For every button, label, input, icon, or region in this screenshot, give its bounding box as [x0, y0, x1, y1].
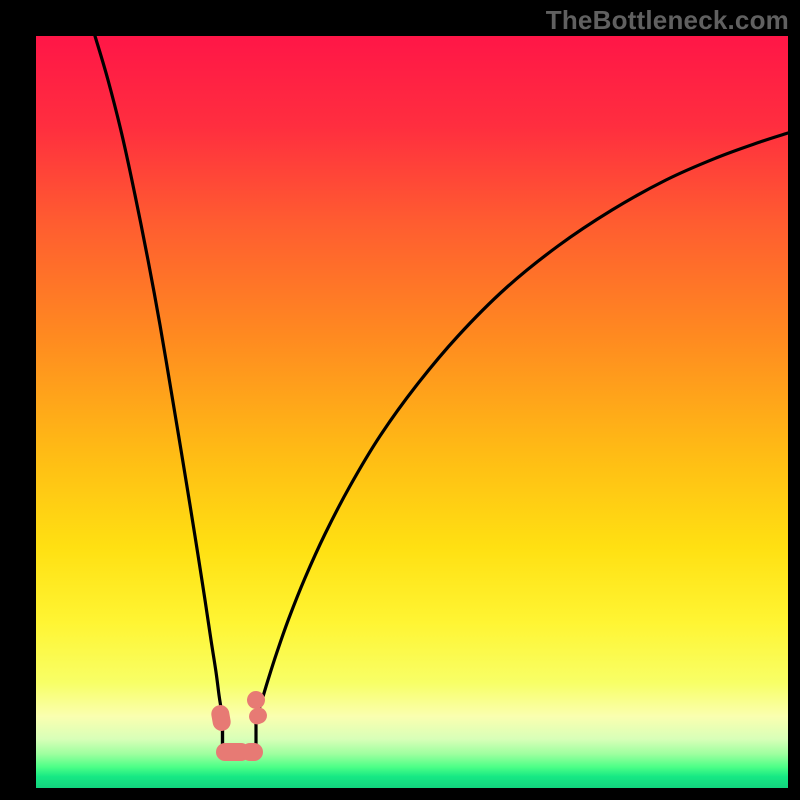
plot-area [36, 36, 788, 788]
stage: TheBottleneck.com [0, 0, 800, 800]
marker-pill-4 [241, 743, 263, 761]
marker-pill-2 [247, 705, 269, 726]
border-bottom [0, 788, 800, 800]
border-left [0, 0, 36, 800]
watermark-text: TheBottleneck.com [546, 5, 789, 36]
marker-pill-0 [210, 704, 232, 733]
border-right [788, 0, 800, 800]
marker-layer [36, 36, 788, 788]
